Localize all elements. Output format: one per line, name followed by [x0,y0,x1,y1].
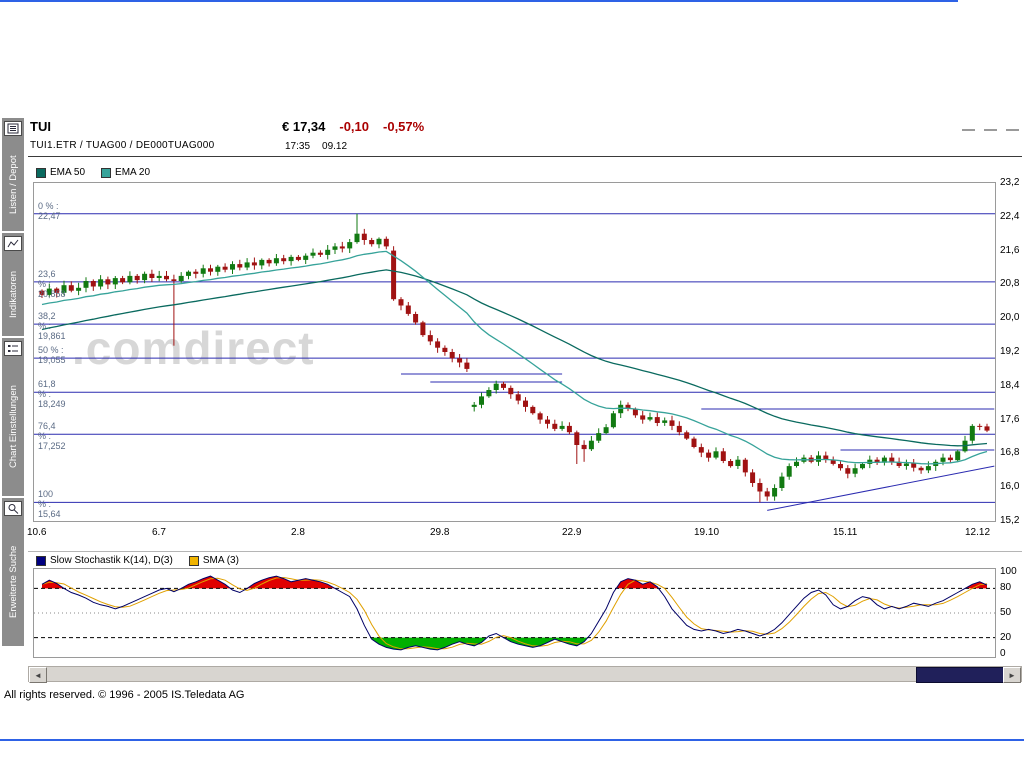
price-axis-tick: 20,0 [1000,312,1019,323]
stoch-axis-tick: 50 [1000,607,1011,618]
legend-item-ema20: EMA 20 [101,167,150,178]
date-axis-tick: 12.12 [965,527,997,538]
legend-label: Slow Stochastik K(14), D(3) [50,555,173,566]
dash-icon [1006,129,1019,131]
date-axis-tick: 15.11 [833,527,865,538]
date-axis-tick: 10.6 [27,527,59,538]
legend-label: SMA (3) [203,555,239,566]
scrollbar-handle[interactable] [916,667,1004,683]
date-axis-tick: 6.7 [152,527,184,538]
dash-icon [984,129,997,131]
price-chart-canvas[interactable] [34,183,995,521]
stoch-axis-tick: 80 [1000,582,1011,593]
window-bottom-border [0,739,1024,741]
chart-einstellungen-icon [4,341,22,356]
date-axis-tick: 29.8 [430,527,462,538]
date-axis-tick: 22.9 [562,527,594,538]
sidebar-tab-indikatoren[interactable]: Indikatoren [2,233,24,336]
sidebar-tab-label: Erweiterte Suche [8,518,19,646]
price-axis-tick: 21,6 [1000,245,1019,256]
quote-date: 09.12 [322,141,347,152]
scroll-right-button[interactable]: ► [1003,667,1021,683]
fib-level-label: 38,2 % : 19,861 [38,311,66,341]
sidebar: Listen / Depot Indikatoren Chart Einstel… [2,118,24,646]
application-window: Listen / Depot Indikatoren Chart Einstel… [0,0,1024,768]
stoch-axis-tick: 20 [1000,632,1011,643]
fib-level-label: 100 % : 15,64 [38,489,61,519]
legend-label: EMA 20 [115,167,150,178]
sidebar-tab-erweiterte-suche[interactable]: Erweiterte Suche [2,498,24,646]
price-axis-tick: 20,8 [1000,278,1019,289]
price-axis-tick: 19,2 [1000,346,1019,357]
price-axis-tick: 15,2 [1000,515,1019,526]
stochastic-panel [33,568,996,658]
indikatoren-icon [4,236,22,251]
fib-level-label: 50 % : 19,055 [38,345,66,365]
scroll-left-button[interactable]: ◄ [29,667,47,683]
sidebar-tab-listen-depot[interactable]: Listen / Depot [2,118,24,231]
sidebar-tab-label: Chart Einstellungen [8,358,19,496]
erweiterte-suche-icon [4,501,22,516]
instrument-identifiers: TUI1.ETR / TUAG00 / DE000TUAG000 [30,140,214,151]
chart-horizontal-scrollbar[interactable]: ◄ ► [28,666,1022,682]
dash-icon [962,129,975,131]
quote-timestamp: 17:35 09.12 [285,141,347,152]
panel-separator [28,551,1022,552]
price-axis-tick: 17,6 [1000,414,1019,425]
sma-swatch-icon [189,556,199,566]
header-separator [28,156,1022,157]
quote-time: 17:35 [285,141,310,152]
price-axis-tick: 23,2 [1000,177,1019,188]
price-axis-tick: 16,0 [1000,481,1019,492]
copyright-footer: All rights reserved. © 1996 - 2005 IS.Te… [4,689,244,701]
price-chart-panel: .comdirect [33,182,996,522]
fib-level-label: 76,4 % : 17,252 [38,421,66,451]
listen-depot-icon [4,121,22,136]
stochastic-legend: Slow Stochastik K(14), D(3) SMA (3) [36,555,239,566]
window-top-border [0,0,958,2]
price-axis-tick: 18,4 [1000,380,1019,391]
stochastic-canvas[interactable] [34,569,995,657]
date-axis-tick: 19.10 [694,527,726,538]
ema20-swatch-icon [101,168,111,178]
quote-row: € 17,34 -0,10 -0,57% [282,119,424,134]
window-controls-placeholder [962,129,1019,131]
legend-item-sma: SMA (3) [189,555,239,566]
ema50-swatch-icon [36,168,46,178]
price-axis-tick: 22,4 [1000,211,1019,222]
change-percent: -0,57% [383,119,424,134]
sidebar-tab-chart-einstellungen[interactable]: Chart Einstellungen [2,338,24,496]
legend-item-stochastic: Slow Stochastik K(14), D(3) [36,555,173,566]
last-price: € 17,34 [282,119,325,134]
change-absolute: -0,10 [339,119,369,134]
price-chart-legend: EMA 50 EMA 20 [36,167,150,178]
price-axis-tick: 16,8 [1000,447,1019,458]
stoch-axis-tick: 100 [1000,566,1017,577]
stochastic-swatch-icon [36,556,46,566]
fib-level-label: 23,6 % : 20,858 [38,269,66,299]
legend-label: EMA 50 [50,167,85,178]
instrument-symbol: TUI [30,119,51,134]
stoch-axis-tick: 0 [1000,648,1006,659]
date-axis-tick: 2.8 [291,527,323,538]
legend-item-ema50: EMA 50 [36,167,85,178]
sidebar-tab-label: Indikatoren [8,253,19,336]
fib-level-label: 0 % : 22,47 [38,201,61,221]
sidebar-tab-label: Listen / Depot [8,138,19,231]
fib-level-label: 61,8 % : 18,249 [38,379,66,409]
